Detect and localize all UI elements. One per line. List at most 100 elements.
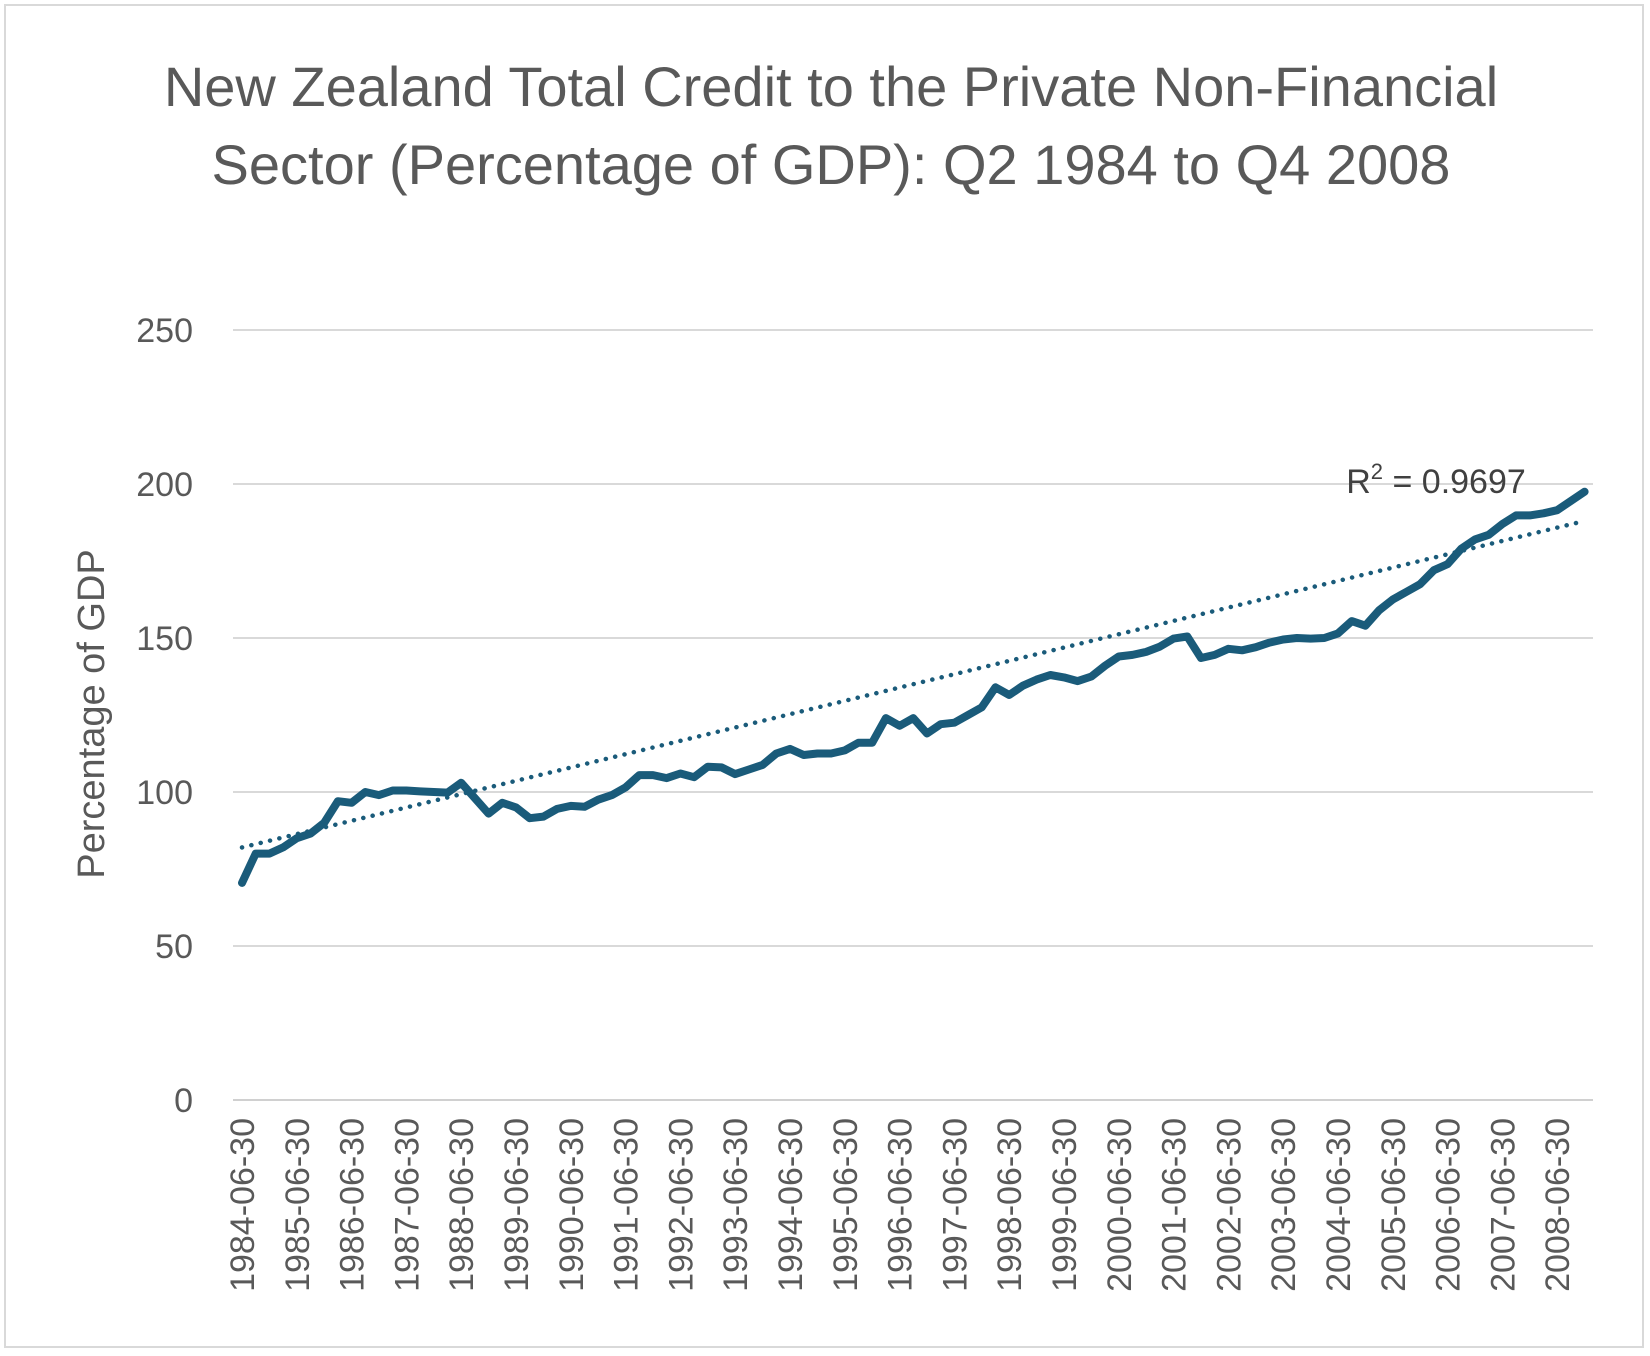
data-point xyxy=(1254,645,1258,649)
data-point xyxy=(432,790,436,794)
data-point xyxy=(857,741,861,745)
data-point xyxy=(692,775,696,779)
data-point xyxy=(651,773,655,777)
data-point xyxy=(281,845,285,849)
data-point xyxy=(1213,653,1217,657)
x-tick-label: 2004-06-30 xyxy=(1320,1118,1358,1292)
gridlines xyxy=(233,329,1593,1101)
x-tick-label: 1990-06-30 xyxy=(553,1118,591,1292)
data-point xyxy=(459,781,463,785)
data-point xyxy=(1432,568,1436,572)
data-point xyxy=(1487,533,1491,537)
data-point xyxy=(678,772,682,776)
data-point xyxy=(514,805,518,809)
data-point xyxy=(1459,547,1463,551)
data-point xyxy=(1035,678,1039,682)
trendline-group xyxy=(239,518,1587,850)
data-point xyxy=(1322,636,1326,640)
x-tick-label: 1989-06-30 xyxy=(498,1118,536,1292)
data-point xyxy=(624,785,628,789)
x-tick-label: 2007-06-30 xyxy=(1484,1118,1522,1292)
x-tick-label: 1993-06-30 xyxy=(717,1118,755,1292)
data-point xyxy=(911,716,915,720)
data-point xyxy=(473,796,477,800)
data-point xyxy=(1021,684,1025,688)
data-point xyxy=(309,832,313,836)
x-tick-label: 1992-06-30 xyxy=(662,1118,700,1292)
data-point xyxy=(870,741,874,745)
x-tick-label: 1998-06-30 xyxy=(991,1118,1029,1292)
data-point xyxy=(1555,508,1559,512)
x-tick-label: 1995-06-30 xyxy=(827,1118,865,1292)
data-point xyxy=(1117,654,1121,658)
data-point xyxy=(267,852,271,856)
data-point xyxy=(1473,537,1477,541)
x-tick-label: 1985-06-30 xyxy=(279,1118,317,1292)
data-point xyxy=(1583,490,1587,494)
x-tick-label: 1999-06-30 xyxy=(1046,1118,1084,1292)
y-tick-label: 250 xyxy=(136,312,193,350)
data-point xyxy=(446,791,450,795)
data-point xyxy=(1158,645,1162,649)
data-point xyxy=(1569,499,1573,503)
data-point xyxy=(747,768,751,772)
data-point xyxy=(295,836,299,840)
y-tick-label: 100 xyxy=(136,774,193,812)
data-point xyxy=(377,793,381,797)
data-point xyxy=(583,805,587,809)
data-point xyxy=(720,765,724,769)
data-point xyxy=(1199,656,1203,660)
data-point xyxy=(994,685,998,689)
data-point xyxy=(1446,562,1450,566)
x-tick-label: 1991-06-30 xyxy=(608,1118,646,1292)
y-tick-label: 200 xyxy=(136,466,193,504)
data-point xyxy=(829,752,833,756)
data-point xyxy=(1309,637,1313,641)
x-tick-label: 2006-06-30 xyxy=(1430,1118,1468,1292)
data-point xyxy=(1500,522,1504,526)
data-point xyxy=(1363,624,1367,628)
data-point xyxy=(884,716,888,720)
y-tick-label: 50 xyxy=(155,928,193,966)
x-tick-label: 1986-06-30 xyxy=(334,1118,372,1292)
data-point xyxy=(1240,648,1244,652)
data-point xyxy=(761,763,765,767)
y-tick-label: 150 xyxy=(136,620,193,658)
x-tick-label: 2005-06-30 xyxy=(1375,1118,1413,1292)
data-point xyxy=(1377,608,1381,612)
data-point xyxy=(404,788,408,792)
x-tick-label: 1997-06-30 xyxy=(936,1118,974,1292)
data-point xyxy=(1103,664,1107,668)
data-point xyxy=(555,807,559,811)
data-point xyxy=(1048,673,1052,677)
data-point xyxy=(254,852,258,856)
data-point xyxy=(966,713,970,717)
data-point xyxy=(1281,638,1285,642)
x-tick-label: 1987-06-30 xyxy=(388,1118,426,1292)
data-point xyxy=(1542,511,1546,515)
series-group xyxy=(238,487,1589,887)
data-point xyxy=(1514,513,1518,517)
data-point xyxy=(569,804,573,808)
data-point xyxy=(1089,675,1093,679)
x-tick-label: 1994-06-30 xyxy=(772,1118,810,1292)
trendline xyxy=(239,518,1587,850)
data-point xyxy=(487,812,491,816)
x-tick-label: 2002-06-30 xyxy=(1210,1118,1248,1292)
x-tick-label: 1988-06-30 xyxy=(443,1118,481,1292)
data-point xyxy=(1295,636,1299,640)
x-tick-label: 2001-06-30 xyxy=(1156,1118,1194,1292)
data-point xyxy=(925,731,929,735)
data-point xyxy=(541,815,545,819)
data-point xyxy=(1007,693,1011,697)
data-point xyxy=(1144,650,1148,654)
x-tick-label: 2003-06-30 xyxy=(1265,1118,1303,1292)
data-point xyxy=(596,798,600,802)
x-axis-ticks: 1984-06-30 1985-06-30 1986-06-30 1987-06-30… xyxy=(224,1118,1577,1292)
data-point xyxy=(815,752,819,756)
chart-title: New Zealand Total Credit to the Private … xyxy=(163,55,1499,196)
data-point xyxy=(1226,647,1230,651)
data-point xyxy=(500,801,504,805)
data-point xyxy=(528,816,532,820)
